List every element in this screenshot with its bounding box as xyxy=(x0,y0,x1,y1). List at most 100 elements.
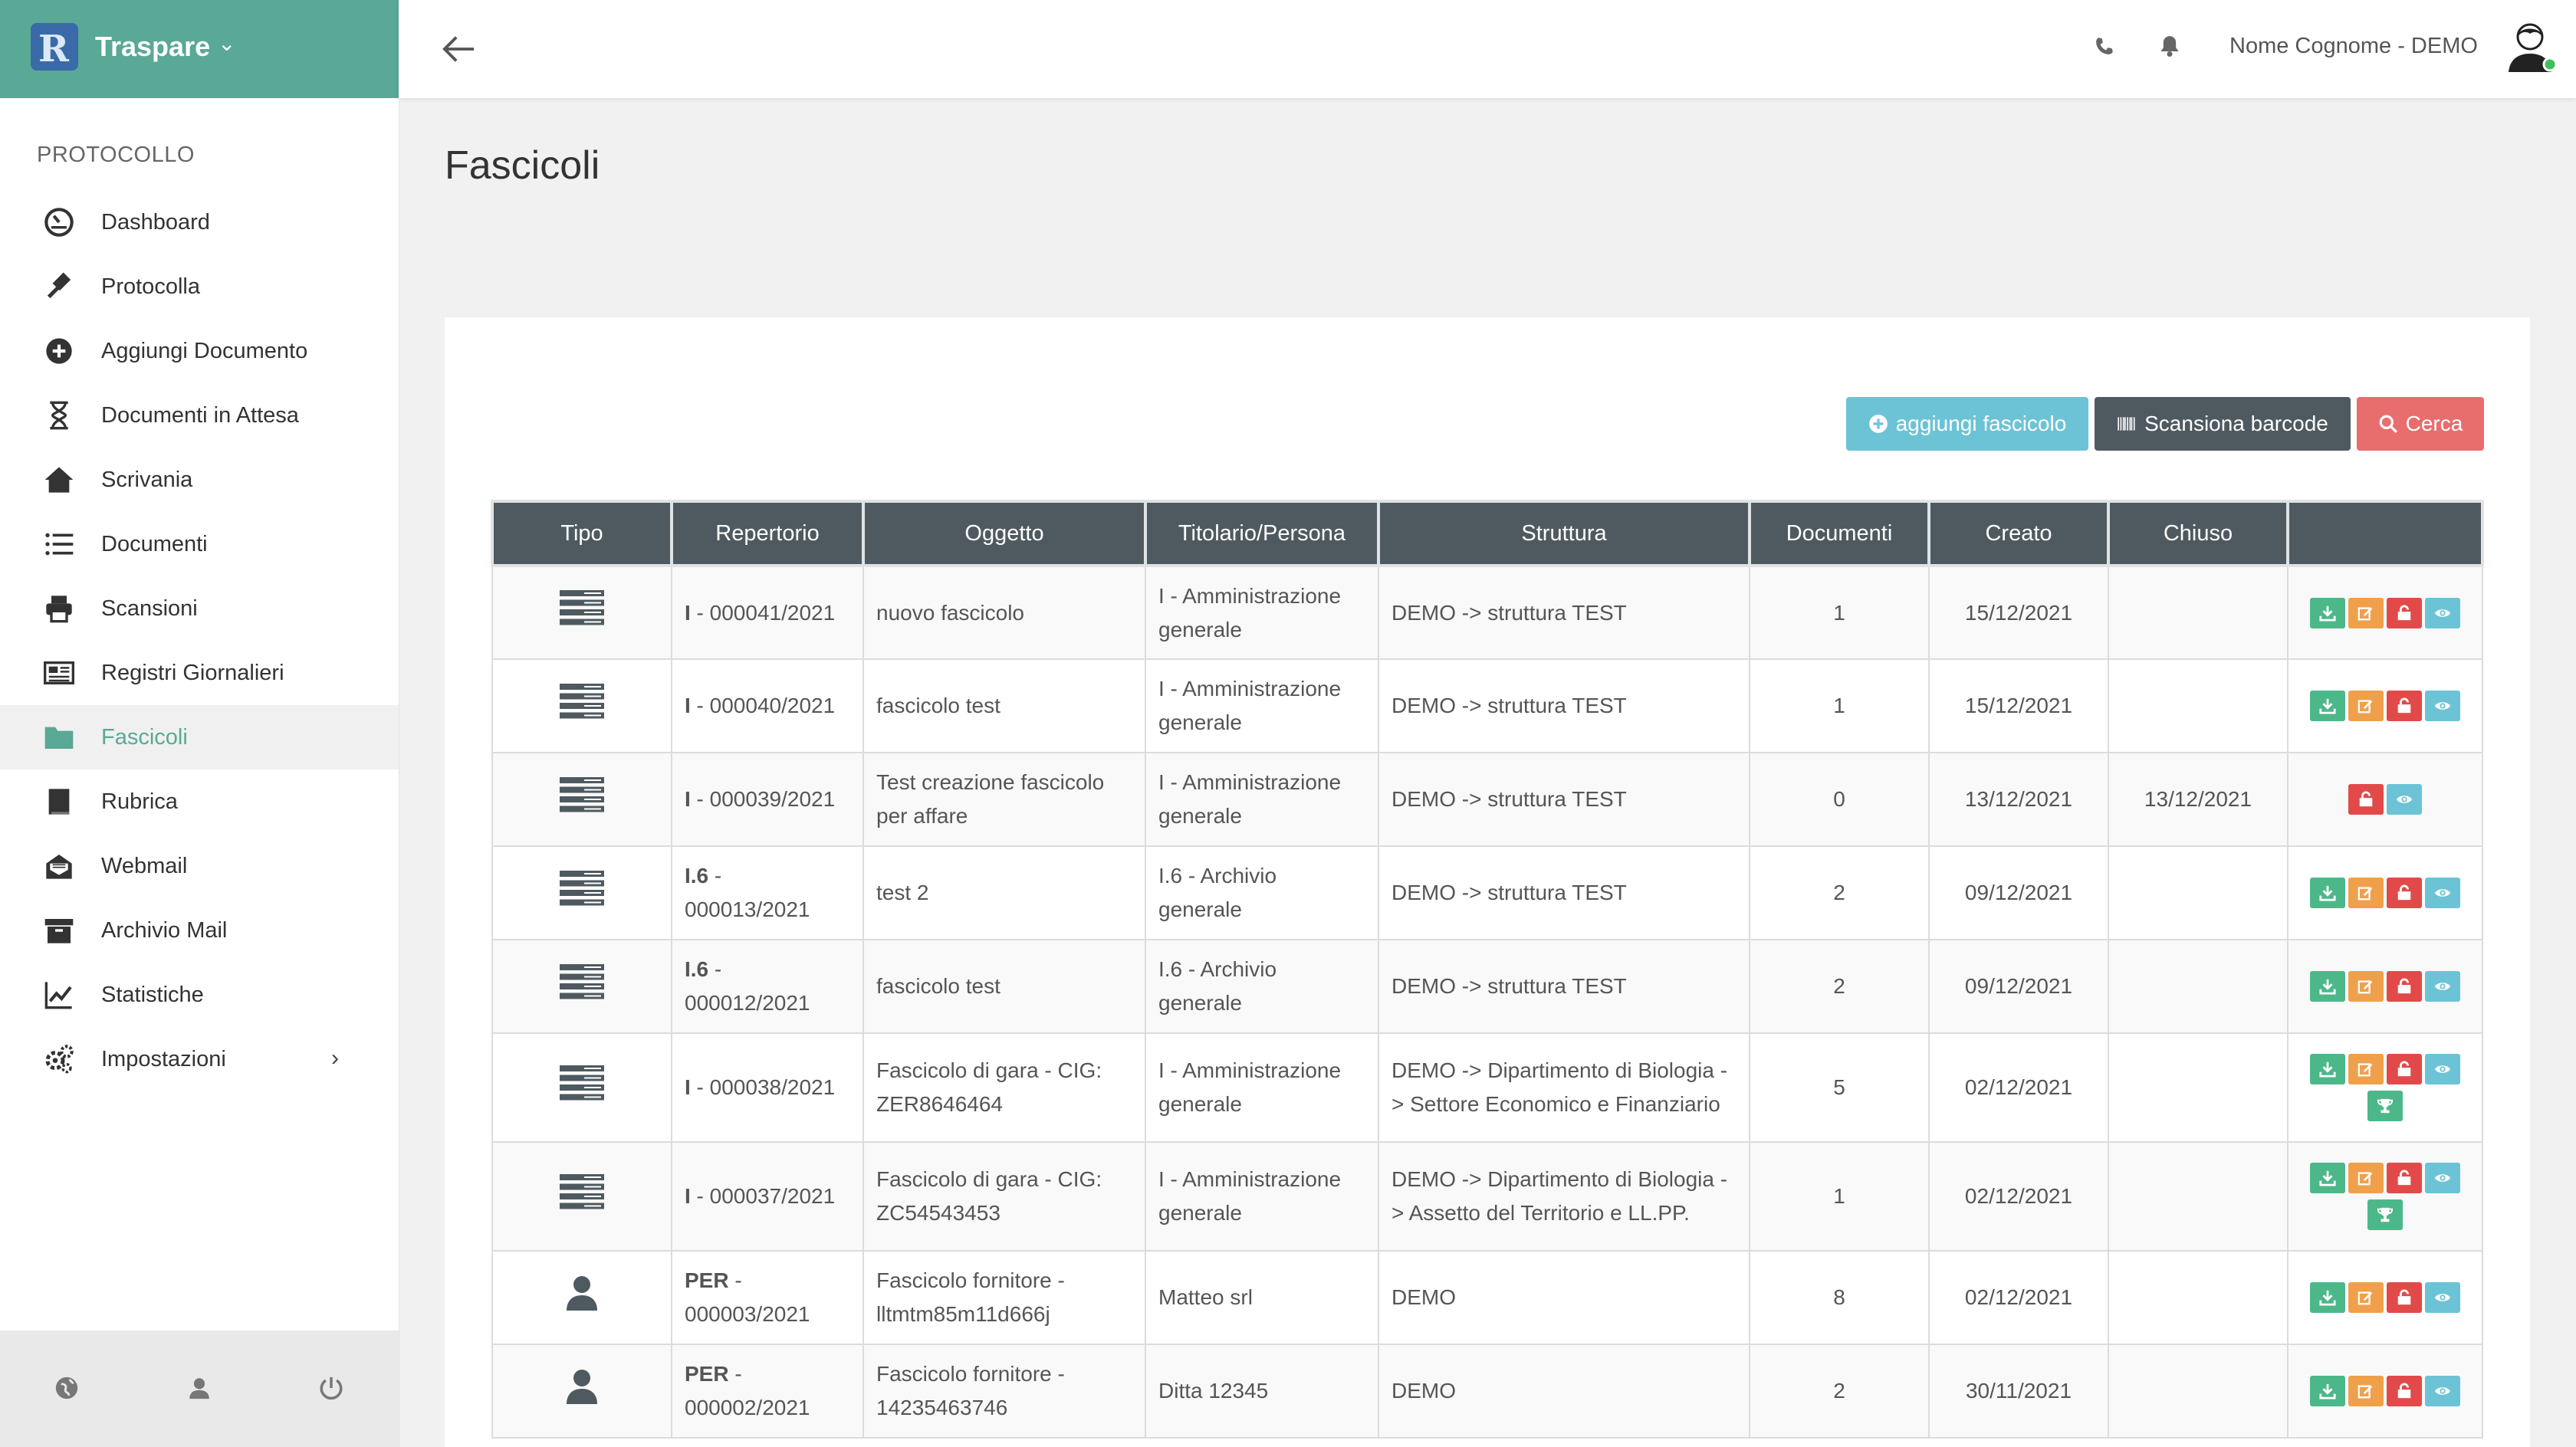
table-row[interactable]: I - 000041/2021 nuovo fascicolo I - Ammini… xyxy=(491,565,2483,660)
view-button[interactable] xyxy=(2425,1054,2460,1084)
edit-button[interactable] xyxy=(2348,1163,2384,1193)
sidebar-item-documenti-in-attesa[interactable]: Documenti in Attesa xyxy=(0,383,399,448)
sidebar-item-documenti[interactable]: Documenti xyxy=(0,512,399,576)
edit-button[interactable] xyxy=(2348,878,2384,908)
sidebar-item-rubrica[interactable]: Rubrica xyxy=(0,769,399,834)
download-button[interactable] xyxy=(2310,971,2345,1002)
lock-button[interactable] xyxy=(2348,784,2384,815)
column-header[interactable]: Repertorio xyxy=(670,500,865,567)
trophy-button[interactable] xyxy=(2367,1199,2403,1230)
edit-button[interactable] xyxy=(2348,1282,2384,1313)
repertorio-code: PER xyxy=(685,1362,729,1386)
download-button[interactable] xyxy=(2310,1054,2345,1084)
edit-button[interactable] xyxy=(2348,1054,2384,1084)
chevron-down-icon[interactable]: ⌄ xyxy=(218,31,236,55)
avatar[interactable] xyxy=(2505,20,2558,72)
sidebar-item-fascicoli[interactable]: Fascicoli xyxy=(0,705,399,769)
lock-button[interactable] xyxy=(2387,971,2422,1002)
lock-icon xyxy=(2397,1170,2411,1186)
download-button[interactable] xyxy=(2310,1163,2345,1193)
edit-button[interactable] xyxy=(2348,971,2384,1002)
view-button[interactable] xyxy=(2425,1282,2460,1313)
sidebar-item-dashboard[interactable]: Dashboard xyxy=(0,190,399,254)
phone-icon[interactable] xyxy=(2095,35,2114,57)
add-fascicolo-button[interactable]: aggiungi fascicolo xyxy=(1846,397,2088,451)
sidebar-item-registri-giornalieri[interactable]: Registri Giornalieri xyxy=(0,641,399,705)
table-row[interactable]: I - 000039/2021 Test creazione fascicolo … xyxy=(491,752,2483,847)
search-button[interactable]: Cerca xyxy=(2357,397,2484,451)
table-row[interactable]: PER - 000002/2021 Fascicolo fornitore - 1… xyxy=(491,1344,2483,1439)
trophy-button[interactable] xyxy=(2367,1091,2403,1121)
lock-button[interactable] xyxy=(2387,1054,2422,1084)
column-header[interactable]: Struttura xyxy=(1377,500,1751,567)
power-icon[interactable] xyxy=(318,1375,344,1401)
download-button[interactable] xyxy=(2310,597,2345,628)
view-button[interactable] xyxy=(2425,1163,2460,1193)
lock-icon xyxy=(2397,884,2411,901)
user-name[interactable]: Nome Cognome - DEMO xyxy=(2229,34,2478,58)
lock-button[interactable] xyxy=(2387,597,2422,628)
struttura-cell: DEMO -> struttura TEST xyxy=(1378,752,1750,847)
server-icon xyxy=(560,590,604,630)
edit-icon xyxy=(2358,1063,2373,1077)
view-button[interactable] xyxy=(2425,878,2460,908)
sidebar-item-webmail[interactable]: Webmail xyxy=(0,834,399,898)
sidebar-item-scrivania[interactable]: Scrivania xyxy=(0,448,399,512)
sidebar-item-label: Impostazioni xyxy=(101,1047,226,1071)
column-header[interactable]: Documenti xyxy=(1748,500,1930,567)
column-header[interactable]: Creato xyxy=(1927,500,2110,567)
download-button[interactable] xyxy=(2310,878,2345,908)
column-header[interactable] xyxy=(2286,500,2484,567)
column-header[interactable]: Chiuso xyxy=(2107,500,2289,567)
lock-button[interactable] xyxy=(2387,691,2422,721)
sidebar-item-label: Rubrica xyxy=(101,789,178,814)
download-icon xyxy=(2319,885,2336,901)
hourglass-icon xyxy=(50,401,68,430)
sidebar-item-aggiungi-documento[interactable]: Aggiungi Documento xyxy=(0,319,399,383)
table-row[interactable]: I - 000040/2021 fascicolo test I - Amminis… xyxy=(491,658,2483,753)
globe-icon[interactable] xyxy=(54,1375,80,1401)
column-header[interactable]: Tipo xyxy=(491,500,673,567)
table-row[interactable]: I.6 - 000012/2021 fascicolo test I.6 - Arc… xyxy=(491,939,2483,1034)
edit-button[interactable] xyxy=(2348,597,2384,628)
edit-button[interactable] xyxy=(2348,1376,2384,1406)
download-button[interactable] xyxy=(2310,691,2345,721)
lock-button[interactable] xyxy=(2387,878,2422,908)
lock-button[interactable] xyxy=(2387,1282,2422,1313)
sidebar-item-protocolla[interactable]: Protocolla xyxy=(0,254,399,319)
user-icon[interactable] xyxy=(186,1375,212,1401)
bell-icon[interactable] xyxy=(2159,34,2180,58)
sidebar-item-impostazioni[interactable]: Impostazioni › xyxy=(0,1027,399,1091)
download-button[interactable] xyxy=(2310,1376,2345,1406)
view-button[interactable] xyxy=(2425,597,2460,628)
sidebar-item-statistiche[interactable]: Statistiche xyxy=(0,963,399,1027)
lock-button[interactable] xyxy=(2387,1376,2422,1406)
tipo-cell xyxy=(491,845,672,940)
creato-cell: 02/12/2021 xyxy=(1928,1250,2109,1345)
sidebar-footer xyxy=(0,1331,399,1447)
lock-button[interactable] xyxy=(2387,1163,2422,1193)
edit-button[interactable] xyxy=(2348,691,2384,721)
view-button[interactable] xyxy=(2425,971,2460,1002)
sidebar-item-archivio-mail[interactable]: Archivio Mail xyxy=(0,898,399,963)
arrow-left-icon[interactable] xyxy=(442,34,477,64)
table-row[interactable]: I - 000038/2021 Fascicolo di gara - CIG: … xyxy=(491,1032,2483,1143)
table-row[interactable]: PER - 000003/2021 Fascicolo fornitore - l… xyxy=(491,1250,2483,1345)
view-button[interactable] xyxy=(2425,1376,2460,1406)
creato-cell: 02/12/2021 xyxy=(1928,1032,2109,1143)
download-button[interactable] xyxy=(2310,1282,2345,1313)
table-row[interactable]: I.6 - 000013/2021 test 2 I.6 - Archivio ge… xyxy=(491,845,2483,940)
sidebar-item-scansioni[interactable]: Scansioni xyxy=(0,576,399,641)
column-header[interactable]: Titolario/Persona xyxy=(1144,500,1380,567)
actions-cell xyxy=(2287,1250,2483,1345)
scan-barcode-button[interactable]: Scansiona barcode xyxy=(2095,397,2351,451)
oggetto-cell: test 2 xyxy=(863,845,1146,940)
column-header[interactable]: Oggetto xyxy=(862,500,1147,567)
chiuso-cell xyxy=(2108,565,2288,660)
table-row[interactable]: I - 000037/2021 Fascicolo di gara - CIG: … xyxy=(491,1141,2483,1252)
view-button[interactable] xyxy=(2425,691,2460,721)
sidebar-nav: Dashboard Protocolla Aggiungi Documento Doc… xyxy=(0,190,399,1091)
tipo-cell xyxy=(491,752,672,847)
view-button[interactable] xyxy=(2387,784,2422,815)
brand-header[interactable]: R Traspare ⌄ xyxy=(0,0,399,98)
